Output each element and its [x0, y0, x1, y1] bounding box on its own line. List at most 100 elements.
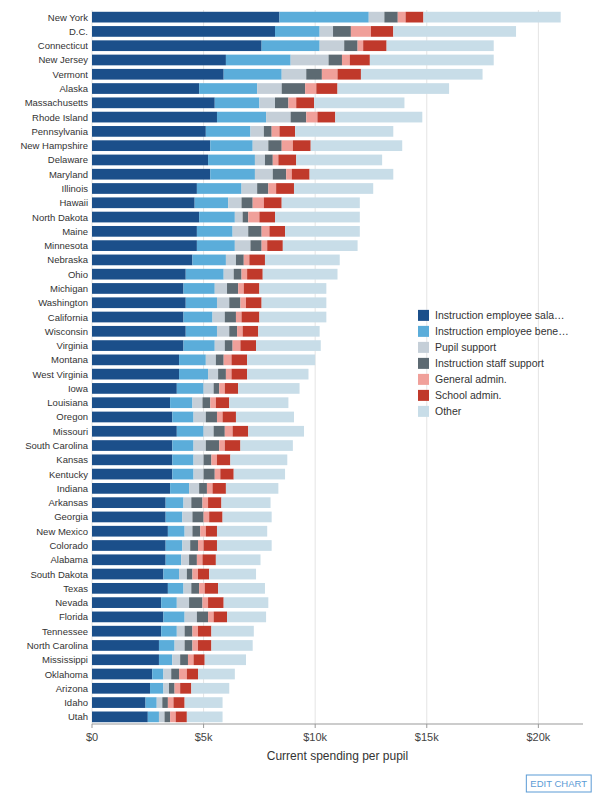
bar-segment — [220, 469, 233, 480]
category-label: Arkansas — [48, 497, 88, 508]
bar-segment — [369, 12, 385, 23]
bar-segment — [92, 412, 172, 423]
bar-segment — [184, 283, 215, 294]
category-label: North Dakota — [32, 212, 89, 223]
bar-segment — [216, 397, 229, 408]
category-label: Alaska — [59, 83, 88, 94]
bar-segment — [186, 297, 217, 308]
bar-segment — [259, 312, 326, 323]
bar-segment — [210, 397, 216, 408]
bar-segment — [250, 240, 261, 251]
bar-segment — [185, 640, 193, 651]
bar-segment — [218, 369, 226, 380]
bar-segment — [217, 112, 266, 123]
bar-segment — [293, 140, 311, 151]
bar-segment — [202, 554, 215, 565]
bar-segment — [236, 412, 294, 423]
tick-mark — [315, 724, 316, 728]
tick-label: $10k — [303, 731, 327, 743]
bar-segment — [194, 440, 206, 451]
bar-segment — [208, 369, 218, 380]
tick-label: $20k — [526, 731, 550, 743]
bar-segment — [317, 112, 335, 123]
bar-segment — [179, 569, 187, 580]
bar-segment — [204, 469, 215, 480]
bar-segment — [285, 226, 360, 237]
bar-segment — [316, 83, 337, 94]
bar-segment — [282, 140, 293, 151]
bar-segment — [165, 712, 171, 723]
category-label: California — [48, 312, 89, 323]
bar-segment — [263, 269, 338, 280]
bar-segment — [206, 440, 219, 451]
bar-segment — [273, 155, 279, 166]
series — [92, 12, 279, 722]
series — [185, 12, 561, 722]
category-label: Missouri — [53, 426, 88, 437]
tick-label: $0 — [86, 731, 98, 743]
bar-segment — [257, 183, 268, 194]
bar-segment — [226, 55, 291, 66]
bar-segment — [350, 55, 370, 66]
category-label: Nevada — [55, 597, 88, 608]
tick-mark — [426, 724, 427, 728]
bar-segment — [186, 269, 224, 280]
bar-segment — [242, 312, 260, 323]
bar-segment — [92, 97, 215, 108]
bar-segment — [217, 326, 229, 337]
bar-segment — [248, 226, 261, 237]
bar-segment — [92, 197, 195, 208]
bar-segment — [163, 683, 169, 694]
bar-segment — [264, 197, 282, 208]
bar-segment — [182, 540, 190, 551]
bar-segment — [92, 483, 170, 494]
bar-segment — [229, 297, 240, 308]
category-label: Oregon — [56, 411, 88, 422]
bar-segment — [242, 197, 253, 208]
category-label: Washington — [38, 297, 88, 308]
bar-segment — [192, 255, 225, 266]
bar-segment — [226, 483, 278, 494]
bar-segment — [224, 355, 232, 366]
category-label: Utah — [68, 711, 88, 722]
bar-segment — [238, 383, 299, 394]
category-label: Mississippi — [42, 654, 88, 665]
bar-segment — [187, 669, 198, 680]
bar-segment — [278, 155, 296, 166]
bar-segment — [192, 640, 198, 651]
bar-segment — [213, 483, 226, 494]
category-label: Kansas — [56, 454, 88, 465]
bar-segment — [233, 340, 241, 351]
bar-segment — [275, 97, 288, 108]
bar-segment — [244, 283, 260, 294]
bar-segment — [218, 583, 265, 594]
bar-segment — [333, 26, 351, 37]
bar-segment — [256, 340, 321, 351]
bar-segment — [92, 355, 179, 366]
bar-segment — [92, 155, 208, 166]
bar-segment — [166, 497, 184, 508]
bar-segment — [185, 697, 223, 708]
bar-segment — [338, 83, 450, 94]
bar-segment — [191, 683, 229, 694]
category-label: Arizona — [56, 683, 89, 694]
bar-segment — [246, 297, 262, 308]
bar-segment — [223, 412, 236, 423]
category-label: Florida — [59, 611, 89, 622]
bar-segment — [206, 412, 217, 423]
bar-segment — [276, 183, 294, 194]
bar-segment — [247, 369, 308, 380]
bar-segment — [306, 69, 322, 80]
category-label: Iowa — [68, 383, 89, 394]
bar-segment — [92, 112, 217, 123]
bar-segment — [172, 469, 193, 480]
bar-segment — [92, 497, 166, 508]
bar-segment — [236, 312, 242, 323]
bar-segment — [92, 326, 186, 337]
bar-segment — [92, 212, 199, 223]
bar-segment — [209, 569, 256, 580]
category-label: Wisconsin — [45, 326, 88, 337]
bar-segment — [202, 397, 210, 408]
bar-segment — [233, 426, 249, 437]
bar-segment — [189, 554, 197, 565]
